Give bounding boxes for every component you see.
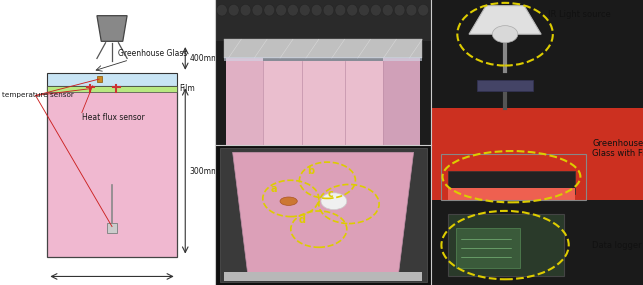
Text: Greenhouse
Glass with Film: Greenhouse Glass with Film xyxy=(592,139,643,158)
Ellipse shape xyxy=(300,4,310,16)
Bar xyxy=(431,200,643,285)
Ellipse shape xyxy=(383,4,393,16)
Ellipse shape xyxy=(240,4,251,16)
Bar xyxy=(448,188,575,200)
Ellipse shape xyxy=(335,4,346,16)
Text: Greenhouse Glass: Greenhouse Glass xyxy=(118,49,188,58)
Text: temperature sensor: temperature sensor xyxy=(2,92,74,99)
Ellipse shape xyxy=(217,4,227,16)
Bar xyxy=(441,154,586,200)
Text: c: c xyxy=(328,189,334,199)
Bar xyxy=(96,76,102,82)
Text: Heat flux sensor: Heat flux sensor xyxy=(82,113,145,122)
Bar xyxy=(457,228,520,268)
Ellipse shape xyxy=(280,197,297,205)
Ellipse shape xyxy=(406,4,417,16)
Ellipse shape xyxy=(493,26,518,43)
Bar xyxy=(107,223,117,233)
Text: Film: Film xyxy=(179,84,195,93)
Circle shape xyxy=(321,193,347,209)
Bar xyxy=(48,73,177,86)
Text: 300mm: 300mm xyxy=(190,166,219,176)
Ellipse shape xyxy=(370,4,381,16)
Ellipse shape xyxy=(276,4,287,16)
Bar xyxy=(224,272,422,281)
Ellipse shape xyxy=(228,4,239,16)
Ellipse shape xyxy=(359,4,370,16)
Ellipse shape xyxy=(252,4,263,16)
Bar xyxy=(478,80,532,91)
Polygon shape xyxy=(233,152,413,274)
Bar xyxy=(448,171,575,194)
Text: b: b xyxy=(307,166,314,176)
Ellipse shape xyxy=(347,4,358,16)
Ellipse shape xyxy=(394,4,405,16)
Text: IR Light source: IR Light source xyxy=(548,10,610,19)
Ellipse shape xyxy=(323,4,334,16)
Text: 400mm: 400mm xyxy=(190,54,219,63)
Bar xyxy=(383,58,420,145)
Bar xyxy=(431,0,643,108)
Bar xyxy=(431,108,643,200)
Bar xyxy=(224,57,422,61)
Bar xyxy=(226,58,263,145)
Text: d: d xyxy=(298,215,305,225)
Bar xyxy=(224,39,422,58)
Bar xyxy=(48,86,177,256)
Bar xyxy=(263,61,383,145)
Ellipse shape xyxy=(418,4,429,16)
Text: Data logger: Data logger xyxy=(592,241,642,250)
Bar xyxy=(448,214,565,276)
Ellipse shape xyxy=(264,4,275,16)
Ellipse shape xyxy=(311,4,322,16)
Text: a: a xyxy=(271,184,277,194)
Bar xyxy=(48,86,177,92)
Bar xyxy=(215,0,431,41)
Polygon shape xyxy=(469,6,541,34)
Ellipse shape xyxy=(287,4,298,16)
Polygon shape xyxy=(97,16,127,41)
Polygon shape xyxy=(226,58,263,145)
